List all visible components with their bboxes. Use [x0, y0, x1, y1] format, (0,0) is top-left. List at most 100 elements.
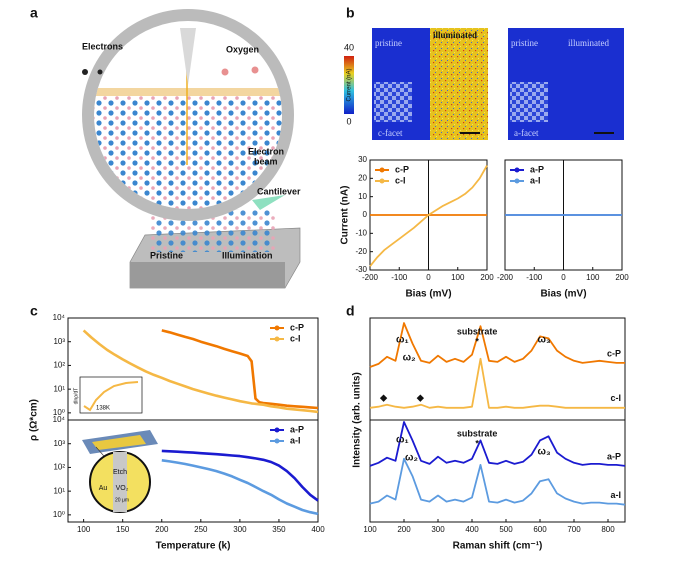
legend-label: c-I — [395, 175, 406, 185]
colorbar-tick: 40 — [344, 42, 354, 52]
series-line — [369, 322, 625, 368]
legend-marker — [274, 427, 280, 433]
y-axis-label: Intensity (arb. units) — [352, 372, 363, 468]
legend-marker — [274, 325, 280, 331]
x-tick-label: 500 — [499, 525, 513, 534]
legend-marker — [514, 167, 520, 173]
x-tick-label: -100 — [526, 273, 543, 282]
colorbar-tick: 0 — [346, 116, 351, 126]
map-label: a-facet — [514, 128, 539, 138]
series-line — [82, 329, 319, 414]
annotation: ◆ — [416, 392, 425, 402]
illustration-label: Oxygen — [226, 44, 259, 54]
inset — [79, 376, 143, 414]
legend-marker — [514, 178, 520, 184]
y-tick-label: 10¹ — [53, 384, 65, 393]
annotation: substrate — [457, 428, 498, 438]
map-label: illuminated — [568, 38, 609, 48]
current-maps — [344, 28, 624, 140]
panel-label: a — [30, 5, 38, 21]
legend-label: a-P — [290, 424, 304, 434]
illustration-label: Cantilever — [257, 186, 301, 196]
y-tick-label: 10³ — [53, 439, 65, 448]
annotation: ω₃ — [538, 447, 551, 458]
device-label: Au — [99, 485, 108, 492]
x-tick-label: 150 — [116, 525, 130, 534]
y-tick-label: 20 — [358, 173, 367, 182]
x-axis-label: Bias (mV) — [405, 289, 451, 300]
y-tick-label: -30 — [355, 265, 367, 274]
series-line — [369, 421, 626, 467]
x-axis-label: Temperature (k) — [156, 541, 231, 552]
series-line — [161, 459, 319, 516]
panel-label: b — [346, 5, 355, 21]
x-tick-label: 600 — [533, 525, 547, 534]
illustration — [82, 9, 301, 289]
legend-marker — [379, 178, 385, 184]
legend-label: a-I — [290, 435, 301, 445]
x-tick-label: -200 — [362, 273, 379, 282]
y-tick-label: 10⁴ — [53, 313, 66, 322]
y-tick-label: 0 — [363, 210, 368, 219]
y-axis-label: Current (nA) — [340, 186, 351, 245]
x-tick-label: 0 — [426, 273, 431, 282]
legend-label: c-I — [610, 393, 621, 403]
map-label: pristine — [375, 38, 402, 48]
x-tick-label: 200 — [155, 525, 169, 534]
series-line — [161, 329, 319, 410]
plot-frame — [67, 419, 319, 523]
panel-label: c — [30, 303, 38, 319]
x-tick-label: 350 — [272, 525, 286, 534]
y-tick-label: 10⁰ — [53, 408, 65, 417]
x-tick-label: -200 — [497, 273, 514, 282]
y-axis-label: ρ (Ω*cm) — [29, 399, 40, 441]
legend-marker — [274, 438, 280, 444]
x-tick-label: -100 — [391, 273, 408, 282]
illustration-label: Pristine — [150, 250, 183, 260]
series-line — [369, 357, 625, 409]
y-tick-label: -20 — [355, 247, 367, 256]
annotation: * — [475, 438, 479, 448]
map-label: c-facet — [378, 128, 403, 138]
y-tick-label: 10⁰ — [53, 510, 65, 519]
x-tick-label: 200 — [615, 273, 629, 282]
x-tick-label: 100 — [451, 273, 465, 282]
annotation: ω₁ — [396, 435, 409, 446]
inset-label: dlnρ/dT — [73, 388, 79, 405]
annotation: ω₂ — [403, 353, 416, 364]
y-tick-label: 10² — [53, 463, 65, 472]
x-tick-label: 800 — [601, 525, 615, 534]
x-tick-label: 300 — [233, 525, 247, 534]
x-tick-label: 400 — [311, 525, 325, 534]
x-tick-label: 300 — [431, 525, 445, 534]
y-tick-label: 10⁴ — [53, 415, 66, 424]
series-line — [161, 449, 319, 502]
y-tick-label: 30 — [358, 155, 367, 164]
x-tick-label: 200 — [397, 525, 411, 534]
annotation: * — [475, 336, 479, 346]
series-line — [369, 165, 488, 267]
x-tick-label: 700 — [567, 525, 581, 534]
legend-label: a-P — [607, 451, 621, 461]
device-label: 20 μm — [115, 497, 129, 503]
legend-marker — [274, 336, 280, 342]
x-axis-label: Raman shift (cm⁻¹) — [453, 541, 543, 552]
colorbar-label: Current (nA) — [347, 68, 353, 101]
panel-label: d — [346, 303, 355, 319]
map-label: pristine — [511, 38, 538, 48]
illustration-label: Electron — [248, 146, 284, 156]
x-tick-label: 100 — [77, 525, 91, 534]
illustration-label: beam — [254, 156, 278, 166]
y-tick-label: 10¹ — [53, 486, 65, 495]
map-label: illuminated — [433, 30, 477, 40]
x-tick-label: 0 — [561, 273, 566, 282]
annotation: ω₃ — [538, 335, 551, 346]
x-tick-label: 400 — [465, 525, 479, 534]
annotation: ◆ — [379, 392, 388, 402]
x-tick-label: 250 — [194, 525, 208, 534]
y-tick-label: 10³ — [53, 337, 65, 346]
y-tick-label: 10 — [358, 192, 367, 201]
legend-label: a-I — [610, 490, 621, 500]
inset-label: 138K — [96, 406, 110, 412]
